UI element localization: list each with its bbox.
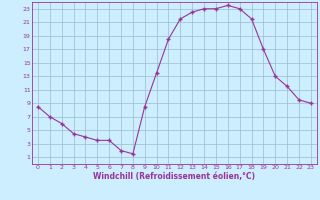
X-axis label: Windchill (Refroidissement éolien,°C): Windchill (Refroidissement éolien,°C) xyxy=(93,172,255,181)
